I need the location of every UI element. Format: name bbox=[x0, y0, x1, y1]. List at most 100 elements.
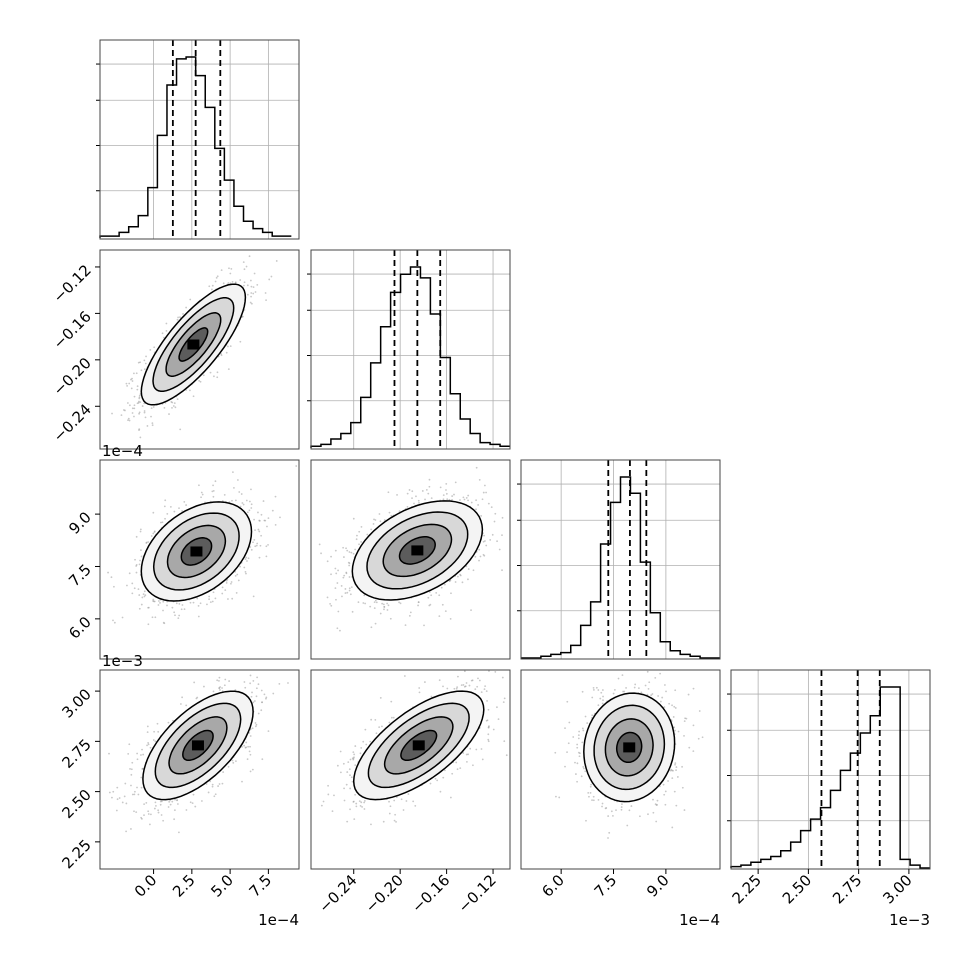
scatter-point bbox=[136, 388, 139, 391]
scatter-point bbox=[126, 402, 129, 404]
scatter-point bbox=[379, 520, 382, 523]
scatter-point bbox=[355, 538, 358, 541]
scatter-point bbox=[472, 569, 475, 572]
scatter-point bbox=[373, 518, 375, 521]
scatter-point bbox=[248, 750, 251, 753]
scatter-point bbox=[423, 624, 425, 627]
scatter-point bbox=[496, 540, 498, 543]
scatter-point bbox=[357, 601, 360, 604]
scatter-point bbox=[451, 495, 454, 497]
panel-frame bbox=[730, 669, 931, 870]
scatter-point bbox=[181, 696, 184, 699]
scatter-point bbox=[143, 814, 145, 817]
scatter-point bbox=[501, 569, 503, 572]
scatter-point bbox=[263, 519, 266, 522]
scatter-point bbox=[220, 269, 223, 272]
scatter-point bbox=[370, 528, 373, 531]
scatter-point bbox=[154, 801, 157, 804]
scatter-point bbox=[138, 607, 141, 610]
panel-frame bbox=[99, 459, 300, 660]
scatter-point bbox=[239, 340, 242, 343]
scatter-point bbox=[160, 521, 162, 524]
scatter-point bbox=[189, 601, 192, 604]
scatter-point bbox=[143, 368, 146, 371]
scatter-point bbox=[171, 406, 173, 409]
scatter-point bbox=[370, 626, 373, 629]
scatter-point bbox=[438, 615, 441, 618]
scatter-point bbox=[138, 563, 141, 566]
scatter-point bbox=[232, 471, 234, 474]
scatter-point bbox=[163, 505, 166, 508]
scatter-point bbox=[144, 362, 147, 365]
scatter-point bbox=[252, 595, 255, 598]
scatter-point bbox=[362, 602, 365, 604]
scatter-point bbox=[364, 602, 367, 605]
scatter-point bbox=[199, 602, 202, 605]
scatter-point bbox=[166, 604, 168, 607]
scatter-point bbox=[444, 610, 447, 613]
scatter-point bbox=[470, 609, 472, 612]
scatter-point bbox=[112, 790, 115, 793]
scatter-point bbox=[212, 489, 215, 492]
scatter-point bbox=[265, 299, 267, 302]
scatter-point bbox=[165, 329, 168, 332]
scatter-panel bbox=[310, 459, 511, 660]
scatter-point bbox=[138, 394, 141, 397]
scatter-point bbox=[235, 592, 238, 594]
scatter-point bbox=[174, 614, 176, 617]
scatter-point bbox=[192, 793, 195, 796]
scatter-point bbox=[221, 592, 224, 595]
scatter-point bbox=[480, 515, 483, 517]
scatter-point bbox=[224, 589, 227, 592]
scatter-point bbox=[408, 489, 411, 491]
scatter-point bbox=[213, 375, 215, 378]
scatter-point bbox=[172, 405, 175, 407]
scatter-point bbox=[154, 740, 157, 743]
scatter-point bbox=[430, 594, 433, 597]
scatter-point bbox=[131, 592, 134, 595]
scatter-point bbox=[218, 676, 221, 679]
scatter-point bbox=[126, 384, 129, 387]
scatter-point bbox=[134, 558, 136, 561]
scatter-point bbox=[185, 809, 188, 811]
scatter-point bbox=[339, 629, 341, 632]
scatter-point bbox=[258, 530, 261, 533]
panel-frame bbox=[310, 249, 511, 450]
scatter-point bbox=[348, 564, 351, 567]
scatter-point bbox=[457, 575, 459, 578]
scatter-point bbox=[479, 555, 482, 558]
scatter-point bbox=[143, 803, 146, 806]
scatter-point bbox=[176, 398, 179, 401]
scatter-point bbox=[249, 674, 252, 677]
scatter-point bbox=[234, 499, 237, 502]
scatter-point bbox=[125, 830, 127, 833]
scatter-point bbox=[136, 385, 139, 388]
scatter-point bbox=[140, 786, 143, 789]
scatter-point bbox=[241, 746, 243, 748]
scatter-point bbox=[252, 541, 254, 544]
scatter-point bbox=[209, 371, 212, 374]
scatter-point bbox=[256, 676, 259, 679]
scatter-point bbox=[220, 353, 223, 355]
scatter-point bbox=[160, 814, 163, 816]
scatter-point bbox=[224, 678, 227, 681]
scatter-point bbox=[438, 594, 441, 597]
panel-content bbox=[108, 674, 289, 834]
scatter-point bbox=[200, 800, 203, 802]
scatter-point bbox=[346, 549, 349, 552]
scatter-point bbox=[337, 610, 340, 613]
scatter-point bbox=[135, 535, 138, 538]
scatter-point bbox=[196, 597, 199, 600]
scatter-point bbox=[183, 500, 186, 503]
scatter-point bbox=[154, 616, 157, 619]
scatter-point bbox=[336, 582, 339, 584]
scatter-point bbox=[214, 793, 217, 796]
scatter-point bbox=[182, 313, 184, 315]
scatter-point bbox=[482, 491, 485, 494]
scatter-point bbox=[271, 248, 273, 250]
scatter-point bbox=[127, 419, 129, 421]
scatter-point bbox=[145, 542, 148, 544]
scatter-point bbox=[232, 761, 235, 764]
scatter-point bbox=[374, 599, 377, 602]
scatter-point bbox=[164, 499, 167, 502]
